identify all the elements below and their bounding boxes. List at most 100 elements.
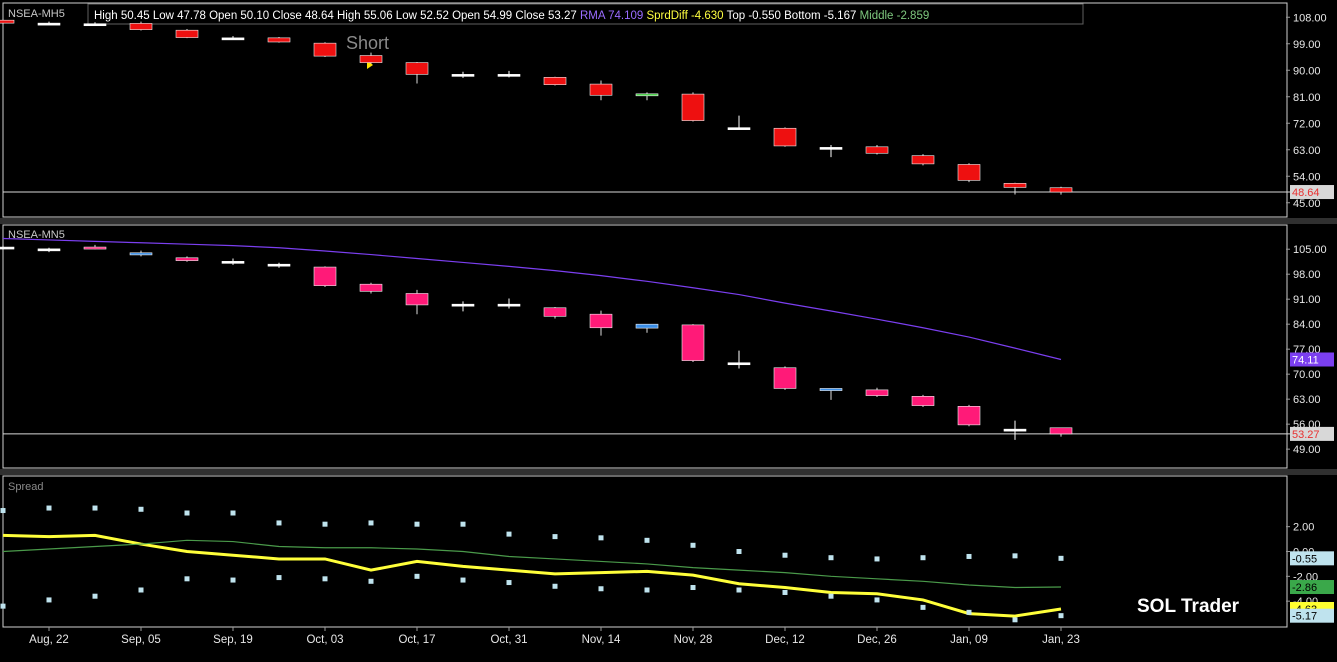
- x-tick-label: Nov, 14: [582, 634, 621, 646]
- spread-dot-bottom: [828, 593, 834, 599]
- candle-body: [865, 389, 889, 396]
- panel2-frame: [2, 224, 1288, 469]
- candle-body: [451, 74, 475, 77]
- y-tick-label: 63.00: [1293, 394, 1321, 406]
- info-item: Bottom -5.167: [781, 10, 856, 22]
- x-tick-label: Oct, 31: [490, 634, 527, 646]
- panel-splitter-1[interactable]: [0, 218, 1337, 224]
- spread-dot-bottom: [460, 577, 466, 583]
- candle-body: [543, 307, 567, 317]
- candle-body: [221, 37, 245, 41]
- candle-body: [0, 19, 15, 24]
- candle-body: [543, 77, 567, 85]
- y-tick-label: 91.00: [1293, 294, 1321, 306]
- spread-dot-top: [506, 531, 512, 537]
- info-item: Top -0.550: [724, 10, 781, 22]
- candle-body: [681, 324, 705, 361]
- info-item: RMA 74.109: [577, 10, 643, 22]
- candle-body: [589, 83, 613, 96]
- candle-body: [37, 22, 61, 26]
- panel-splitter-2[interactable]: [0, 469, 1337, 475]
- candle-body: [497, 74, 521, 77]
- spread-dot-bottom: [184, 576, 190, 582]
- value-tag-label: -2.86: [1292, 582, 1317, 594]
- info-item: Middle -2.859: [856, 10, 929, 22]
- spread-dot-bottom: [276, 575, 282, 581]
- info-item: SprdDiff -4.630: [643, 10, 723, 22]
- spread-dot-bottom: [782, 589, 788, 595]
- panel3-plot: -4.00-2.000.002.00-0.55-2.86-4.63-5.17: [0, 505, 1334, 623]
- spread-dot-bottom: [736, 587, 742, 593]
- value-tag-label: -5.17: [1292, 611, 1317, 623]
- candle-body: [957, 406, 981, 426]
- spread-line-middle: [2, 539, 1062, 589]
- x-tick-label: Sep, 05: [121, 634, 161, 646]
- spread-dot-bottom: [598, 586, 604, 592]
- candle-body: [1003, 183, 1027, 188]
- info-item: Open 54.99: [449, 10, 512, 22]
- candle-body: [1003, 428, 1027, 432]
- info-item: High 55.06: [334, 10, 393, 22]
- spread-dot-bottom: [138, 587, 144, 593]
- candle-body: [313, 266, 337, 286]
- candle-body: [681, 93, 705, 121]
- candle-body: [405, 293, 429, 306]
- spread-dot-top: [0, 508, 6, 514]
- x-tick-label: Nov, 28: [674, 634, 713, 646]
- candle-body: [359, 55, 383, 63]
- candle-body: [129, 252, 153, 256]
- candle-body: [175, 29, 199, 38]
- spread-dot-top: [184, 510, 190, 516]
- spread-dot-top: [782, 552, 788, 558]
- y-tick-label: 72.00: [1293, 118, 1321, 130]
- spread-dot-bottom: [644, 587, 650, 593]
- spread-dot-top: [46, 505, 52, 511]
- panel3-frame: [2, 475, 1288, 628]
- value-tag-label: -0.55: [1292, 553, 1317, 565]
- candle-body: [911, 155, 935, 165]
- y-tick-label: 84.00: [1293, 319, 1321, 331]
- x-axis: Aug, 22 Sep, 05 Sep, 19 Oct, 03 Oct, 17 Oct, …: [29, 627, 1080, 646]
- candle-body: [313, 42, 337, 57]
- spread-dot-top: [414, 521, 420, 527]
- spread-dot-top: [368, 520, 374, 526]
- candle-body: [819, 388, 843, 391]
- spread-line-sprddiff: [2, 533, 1062, 618]
- info-item: Open 50.10: [206, 10, 269, 22]
- panel2-plot: 49.0056.0063.0070.0077.0084.0091.0098.00…: [0, 237, 1334, 456]
- spread-dot-top: [138, 506, 144, 512]
- y-tick-label: 54.00: [1293, 171, 1321, 183]
- spread-dot-top: [276, 520, 282, 526]
- value-tag: [1290, 580, 1334, 595]
- x-tick-label: Oct, 03: [306, 634, 343, 646]
- spread-dot-bottom: [966, 609, 972, 615]
- panel2-title: NSEA-MN5: [8, 229, 65, 241]
- spread-dot-bottom: [414, 573, 420, 579]
- spread-dot-bottom: [552, 583, 558, 589]
- candle-body: [497, 303, 521, 307]
- spread-dot-bottom: [920, 604, 926, 610]
- spread-dot-top: [230, 510, 236, 516]
- panel3-title: Spread: [8, 481, 43, 493]
- candle-body: [635, 93, 659, 97]
- info-item: Low 52.52: [393, 10, 449, 22]
- spread-dot-top: [920, 555, 926, 561]
- candle-body: [727, 362, 751, 366]
- candle-body: [865, 146, 889, 154]
- spread-dot-bottom: [46, 597, 52, 603]
- spread-dot-top: [874, 556, 880, 562]
- y-tick-label: 45.00: [1293, 198, 1321, 210]
- candle-body: [37, 248, 61, 252]
- candle-body: [819, 147, 843, 150]
- y-tick-label: 70.00: [1293, 369, 1321, 381]
- x-tick-label: Jan, 09: [950, 634, 988, 646]
- spread-dot-top: [966, 553, 972, 559]
- candle-body: [83, 246, 107, 250]
- panel1-frame: [2, 2, 1288, 218]
- candle-body: [267, 37, 291, 43]
- value-tag: [1290, 608, 1334, 623]
- spread-dot-top: [460, 521, 466, 527]
- y-tick-label: 90.00: [1293, 65, 1321, 77]
- info-item: Close 53.27: [512, 10, 577, 22]
